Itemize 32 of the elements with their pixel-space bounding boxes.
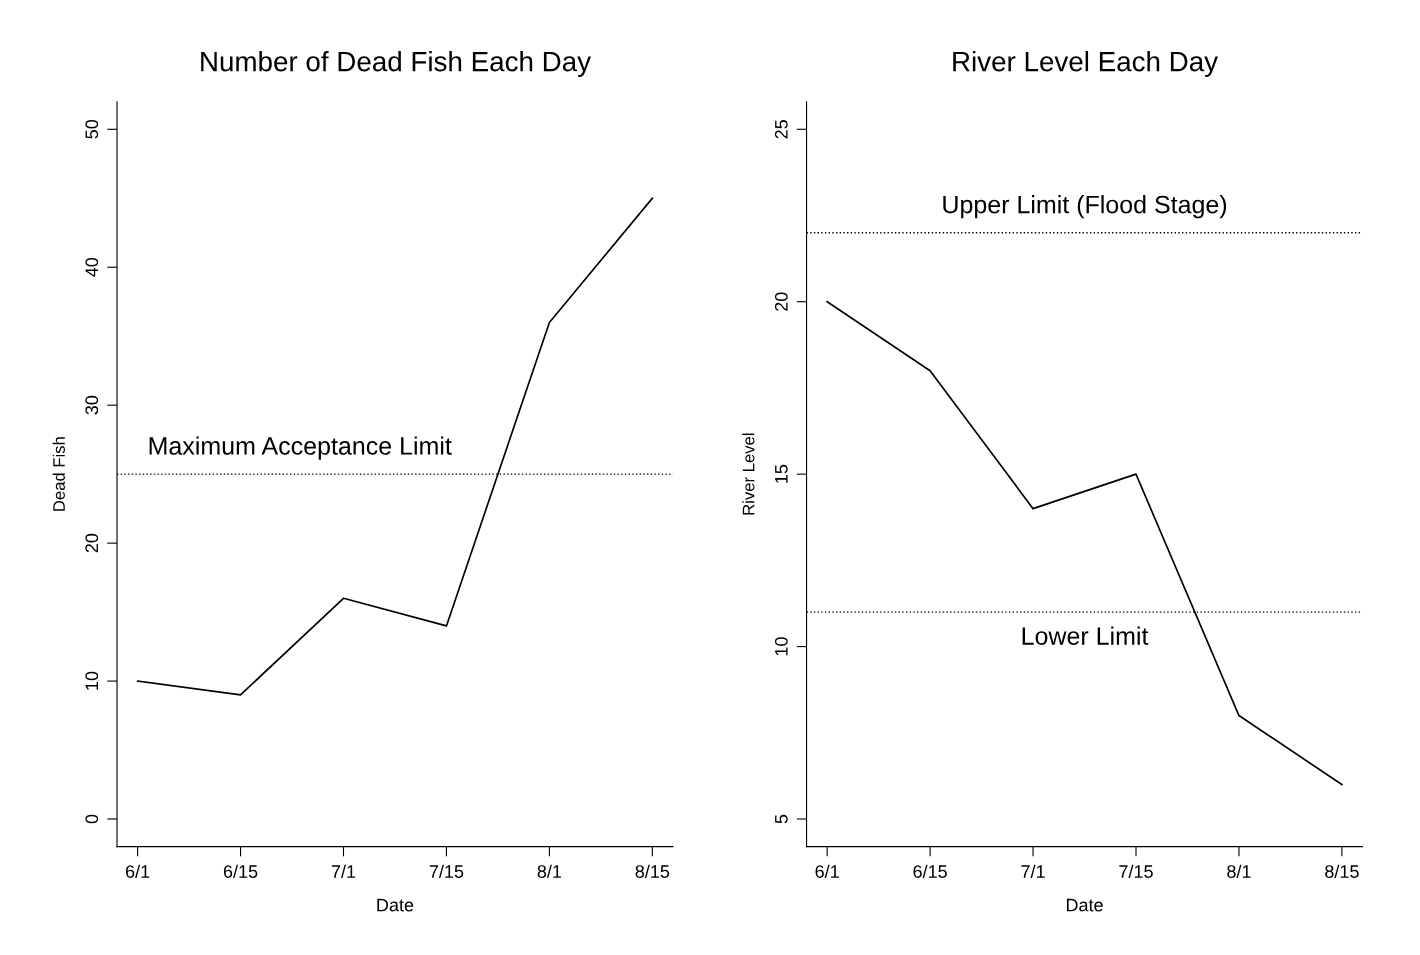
ref-line-label: Lower Limit xyxy=(1022,626,1149,645)
y-tick-label: 25 xyxy=(774,120,788,139)
y-tick-label: 30 xyxy=(85,395,99,415)
y-tick-label: 20 xyxy=(85,533,99,553)
x-tick-label: 8/1 xyxy=(537,864,562,878)
chart-title: Number of Dead Fish Each Day xyxy=(201,51,591,77)
chart-title: River Level Each Day xyxy=(953,51,1219,77)
x-tick-label: 6/1 xyxy=(125,864,150,878)
x-tick-label: 6/15 xyxy=(223,864,258,878)
x-axis-title: Date xyxy=(1066,898,1103,912)
y-tick-label: 10 xyxy=(85,671,99,690)
y-tick-label: 10 xyxy=(774,637,788,656)
x-tick-label: 7/15 xyxy=(429,864,464,878)
x-tick-label: 8/1 xyxy=(1227,864,1251,878)
y-tick-label: 5 xyxy=(775,814,788,824)
x-tick-label: 7/1 xyxy=(1021,864,1045,878)
x-tick-label: 8/15 xyxy=(1325,864,1359,878)
x-tick-label: 6/1 xyxy=(815,864,839,878)
ref-line-label: Upper Limit (Flood Stage) xyxy=(943,195,1227,219)
ref-line-label: Maximum Acceptance Limit xyxy=(149,436,452,460)
x-tick-label: 8/15 xyxy=(635,864,670,878)
y-tick-label: 40 xyxy=(85,257,99,277)
x-tick-label: 7/1 xyxy=(331,864,356,878)
y-tick-label: 50 xyxy=(85,119,99,139)
x-axis-title: Date xyxy=(377,898,414,912)
x-tick-label: 7/15 xyxy=(1119,864,1153,878)
y-tick-label: 0 xyxy=(85,814,99,824)
y-tick-label: 15 xyxy=(775,464,788,483)
x-tick-label: 6/15 xyxy=(913,864,947,878)
y-axis-title: Dead Fish xyxy=(52,437,65,511)
y-axis-title: River Level xyxy=(742,433,755,515)
y-tick-label: 20 xyxy=(774,292,788,311)
